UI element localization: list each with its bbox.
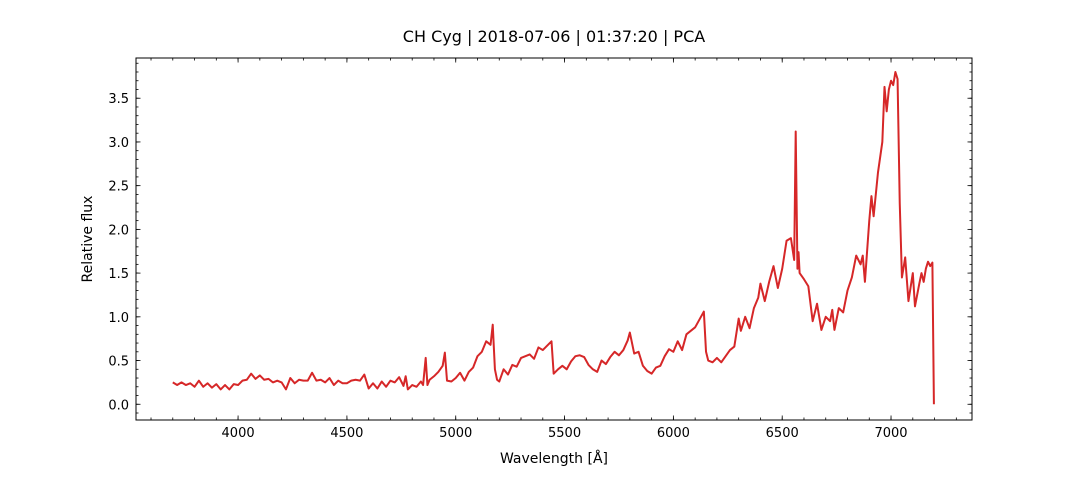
chart-title: CH Cyg | 2018-07-06 | 01:37:20 | PCA (403, 27, 705, 46)
x-tick-label: 5000 (439, 426, 472, 441)
y-tick-label: 1.5 (108, 267, 129, 282)
spectrum-line (172, 70, 935, 405)
x-tick-label: 6000 (657, 426, 690, 441)
y-tick-label: 2.5 (108, 180, 129, 195)
y-tick-label: 2.0 (108, 223, 129, 238)
x-tick-label: 5500 (548, 426, 581, 441)
plot-frame (135, 57, 973, 421)
y-tick-label: 0.5 (108, 355, 129, 370)
y-tick-label: 3.5 (108, 92, 129, 107)
x-tick-label: 6500 (766, 426, 799, 441)
x-tick-label: 7000 (874, 426, 907, 441)
x-tick-label: 4500 (330, 426, 363, 441)
x-axis-label: Wavelength [Å] (500, 450, 608, 467)
y-axis-label: Relative flux (80, 196, 96, 283)
y-tick-label: 1.0 (108, 311, 129, 326)
y-tick-label: 0.0 (108, 398, 129, 413)
y-tick-label: 3.0 (108, 136, 129, 151)
x-tick-label: 4000 (222, 426, 255, 441)
